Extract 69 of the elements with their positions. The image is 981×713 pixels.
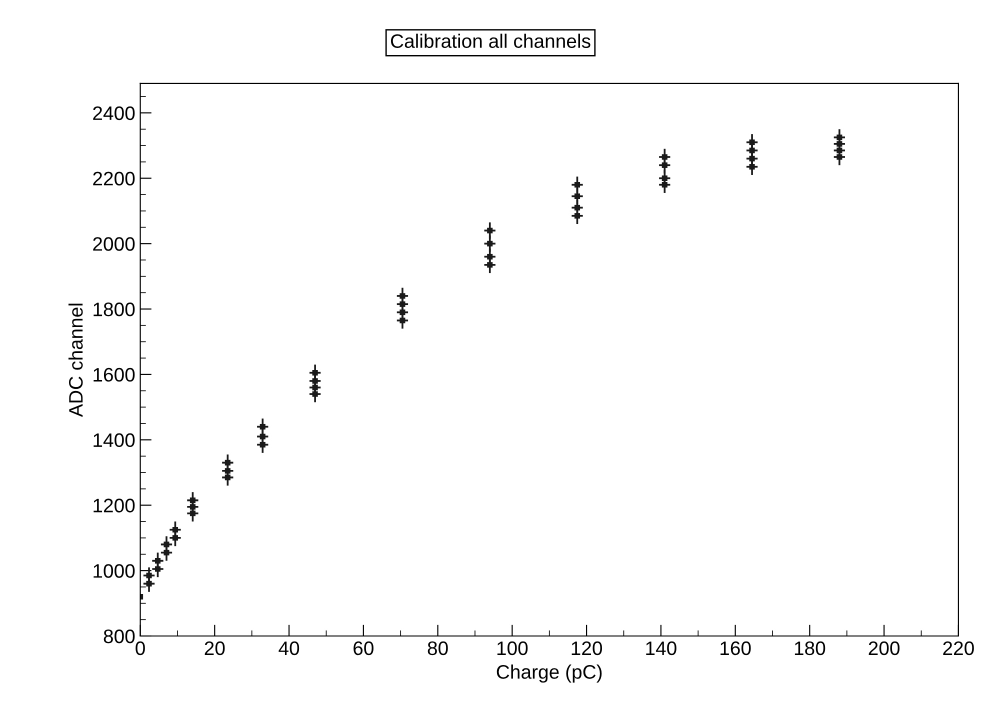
x-tick-label: 20 xyxy=(204,641,225,656)
point xyxy=(154,558,161,564)
y-tick-label: 2000 xyxy=(93,237,135,251)
point xyxy=(312,378,318,384)
y-tick-label: 1400 xyxy=(94,433,135,448)
x-tick-label: 220 xyxy=(943,641,974,656)
point xyxy=(154,566,161,572)
x-axis-title: Charge (pC) xyxy=(496,664,602,683)
x-tick-label: 140 xyxy=(646,641,676,656)
point xyxy=(260,424,266,430)
x-tick-label: 120 xyxy=(572,641,602,656)
point xyxy=(836,134,842,140)
x-tick-label: 100 xyxy=(497,641,528,656)
x-tick-label: 60 xyxy=(354,641,374,656)
point xyxy=(312,384,318,390)
point xyxy=(749,148,755,154)
y-tick-label: 2400 xyxy=(93,106,135,120)
x-tick-label: 180 xyxy=(794,641,826,656)
y-tick-label: 1600 xyxy=(94,368,135,382)
point xyxy=(749,156,755,162)
y-tick-label: 800 xyxy=(104,629,135,644)
point xyxy=(224,474,230,480)
x-tick-label: 160 xyxy=(720,641,751,656)
point xyxy=(400,301,406,307)
chart-title: Calibration all channels xyxy=(390,34,590,48)
point xyxy=(190,510,196,516)
point xyxy=(172,526,178,533)
point xyxy=(749,164,755,170)
y-tick-label: 1200 xyxy=(94,498,135,512)
y-axis-title: ADC channel xyxy=(68,304,83,417)
point xyxy=(836,141,842,147)
y-tick-label: 2200 xyxy=(93,172,135,186)
point xyxy=(662,154,668,160)
point xyxy=(836,154,842,160)
x-tick-label: 80 xyxy=(428,641,448,656)
point xyxy=(190,498,196,504)
point xyxy=(172,535,178,541)
y-tick-label: 1800 xyxy=(94,302,135,316)
point xyxy=(400,318,406,324)
point xyxy=(164,550,170,556)
point xyxy=(574,204,580,210)
point xyxy=(190,504,196,510)
point xyxy=(574,193,580,200)
point xyxy=(400,293,406,299)
point xyxy=(662,175,668,182)
point xyxy=(400,310,406,316)
point xyxy=(312,370,318,376)
y-tick-label: 1000 xyxy=(94,564,135,578)
point xyxy=(260,434,266,440)
point xyxy=(487,262,493,268)
x-tick-label: 40 xyxy=(278,641,300,656)
point xyxy=(487,240,493,246)
point xyxy=(164,542,170,548)
point xyxy=(146,580,152,586)
point xyxy=(662,182,668,188)
x-tick-label: 200 xyxy=(868,641,900,656)
point xyxy=(260,442,266,448)
point xyxy=(574,182,580,188)
point xyxy=(749,139,755,146)
point xyxy=(224,460,230,466)
point xyxy=(574,213,580,219)
point xyxy=(487,254,493,260)
point xyxy=(836,148,842,154)
x-tick-label: 0 xyxy=(136,641,145,656)
point xyxy=(662,162,668,168)
point xyxy=(312,391,318,397)
point xyxy=(146,572,152,578)
point xyxy=(487,228,493,234)
point xyxy=(224,468,230,474)
